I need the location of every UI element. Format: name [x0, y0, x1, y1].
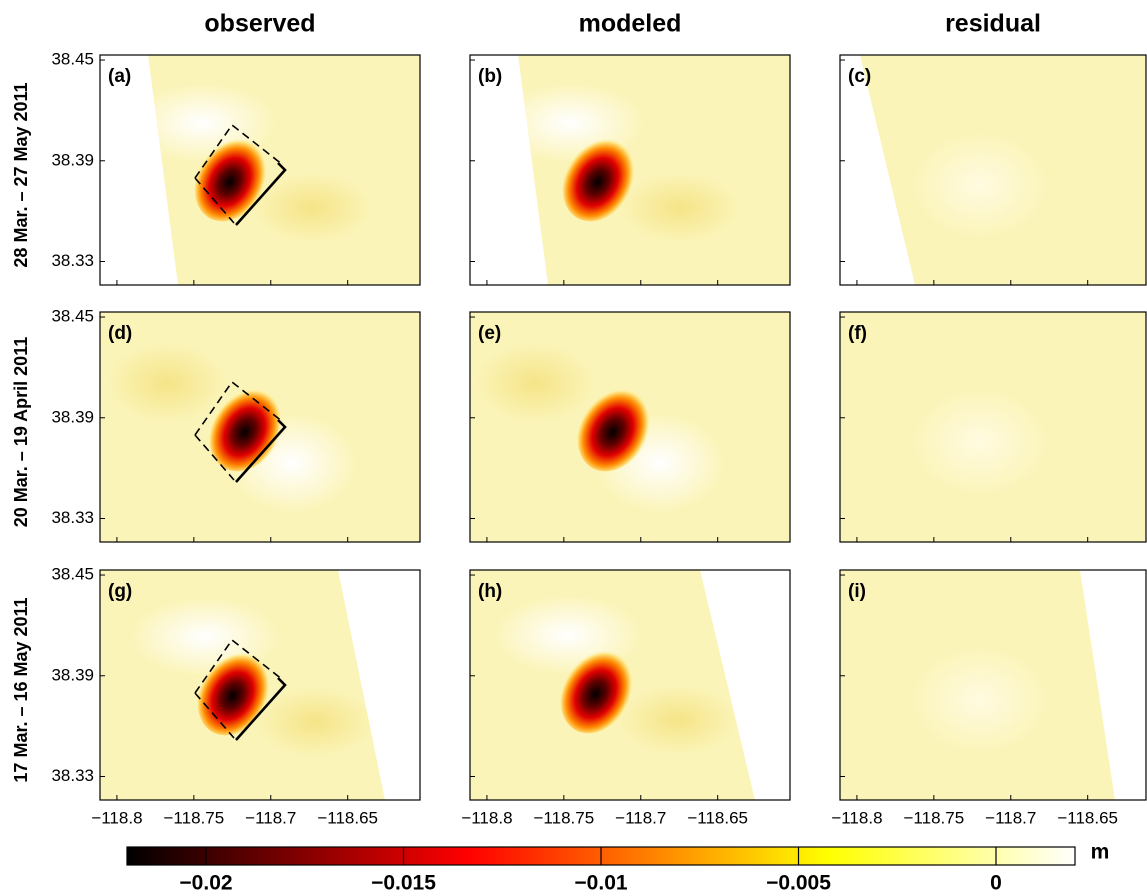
x-tick-label: −118.75: [534, 808, 595, 827]
panel: (i) −118.8 −118.75 −118.7 −118.65: [831, 569, 1147, 827]
no-data-area: [100, 55, 178, 285]
colorbar-tick-label: −0.02: [179, 872, 232, 895]
x-tick-label: −118.8: [831, 808, 882, 827]
panel-frame: [469, 569, 791, 801]
row-label: 20 Mar. – 19 April 2011: [11, 337, 31, 527]
panel-label: (c): [848, 66, 871, 87]
y-tick-label: 38.39: [51, 150, 94, 169]
panel-frame: [99, 311, 421, 543]
fault-outline: [194, 692, 235, 739]
y-tick-label: 38.33: [51, 766, 94, 785]
x-tick-label: −118.65: [317, 808, 378, 827]
panel: (b): [469, 54, 791, 286]
panel-frame: [839, 311, 1147, 543]
panel: (c): [839, 54, 1147, 286]
y-tick-label: 38.39: [51, 407, 94, 426]
panel-field: [100, 55, 420, 285]
no-data-area: [338, 570, 420, 800]
panel: (d) 38.45 38.39 38.33: [51, 307, 421, 543]
deformation-blob: [560, 646, 636, 734]
x-tick-label: −118.7: [245, 808, 296, 827]
panel-field: [470, 312, 790, 542]
panel-field: [100, 570, 420, 800]
deformation-blob: [577, 384, 653, 472]
fault-trace: [235, 162, 287, 226]
panel-frame: [839, 569, 1147, 801]
row-label: 17 Mar. – 16 May 2011: [11, 597, 31, 782]
colorbar-tick-label: 0: [990, 872, 1002, 895]
panel-label: (g): [108, 581, 132, 602]
column-title: residual: [945, 10, 1041, 38]
panel-frame: [99, 54, 421, 286]
fault-outline: [194, 638, 284, 694]
negative-lobe: [107, 343, 227, 423]
panel-field: [100, 312, 420, 542]
panel: (a) 38.45 38.39 38.33: [51, 50, 421, 286]
residual-pattern: [910, 645, 1050, 755]
panel-field: [840, 55, 1146, 285]
panel-label: (h): [478, 581, 502, 602]
panel-frame: [839, 54, 1147, 286]
x-tick-label: −118.7: [985, 808, 1036, 827]
fault-outline: [194, 434, 235, 481]
y-tick-label: 38.39: [51, 665, 94, 684]
no-data-area: [470, 55, 548, 285]
residual-pattern: [910, 387, 1050, 497]
colorbar-tick-label: −0.005: [766, 872, 831, 895]
y-tick-label: 38.45: [51, 307, 94, 326]
panel-label: (f): [848, 323, 867, 344]
column-title: modeled: [579, 10, 682, 38]
panel: (f): [839, 311, 1147, 543]
x-tick-label: −118.8: [91, 808, 142, 827]
panel-frame: [469, 54, 791, 286]
panel: (e): [469, 311, 791, 543]
negative-lobe: [620, 173, 740, 243]
panel-frame: [469, 311, 791, 543]
panel-field: [470, 570, 790, 800]
panel-label: (e): [478, 323, 501, 344]
negative-lobe: [475, 343, 595, 423]
panel: (g) 38.45 38.39 38.33 −118.8 −118.75 −118.7 −11…: [51, 565, 421, 827]
panel-label: (a): [108, 66, 131, 87]
deformation-blob: [197, 648, 273, 736]
colorbar-unit: m: [1091, 841, 1110, 864]
x-tick-label: −118.65: [687, 808, 748, 827]
panel: (h) −118.8 −118.75 −118.7 −118.65: [461, 569, 791, 827]
y-tick-label: 38.45: [51, 565, 94, 584]
panel-field: [840, 312, 1146, 542]
panel-frame: [99, 569, 421, 801]
colorbar-tick-label: −0.01: [574, 872, 627, 895]
panel-field: [840, 570, 1146, 800]
panel-field: [470, 55, 790, 285]
colorbar-tick-label: −0.015: [371, 872, 436, 895]
fault-trace: [235, 419, 287, 483]
column-title: observed: [204, 10, 315, 38]
negative-lobe: [618, 685, 738, 755]
panel-label: (i): [848, 581, 866, 602]
fault-outline: [194, 380, 284, 436]
y-tick-label: 38.33: [51, 508, 94, 527]
panel-label: (b): [478, 66, 502, 87]
no-data-area: [700, 570, 790, 800]
y-tick-label: 38.33: [51, 251, 94, 270]
fault-outline: [194, 123, 284, 179]
deformation-blob: [562, 134, 638, 222]
y-tick-label: 38.45: [51, 50, 94, 69]
fault-trace: [235, 677, 287, 741]
panel-label: (d): [108, 323, 132, 344]
x-tick-label: −118.65: [1057, 808, 1118, 827]
residual-pattern: [910, 130, 1050, 240]
x-tick-label: −118.7: [615, 808, 666, 827]
x-tick-label: −118.75: [164, 808, 225, 827]
negative-lobe: [252, 173, 372, 243]
x-tick-label: −118.8: [461, 808, 512, 827]
row-label: 28 Mar. – 27 May 2011: [11, 82, 31, 267]
no-data-area: [1080, 570, 1146, 800]
no-data-area: [840, 55, 915, 285]
x-tick-label: −118.75: [904, 808, 965, 827]
negative-lobe: [255, 687, 375, 757]
fault-outline: [194, 177, 235, 224]
